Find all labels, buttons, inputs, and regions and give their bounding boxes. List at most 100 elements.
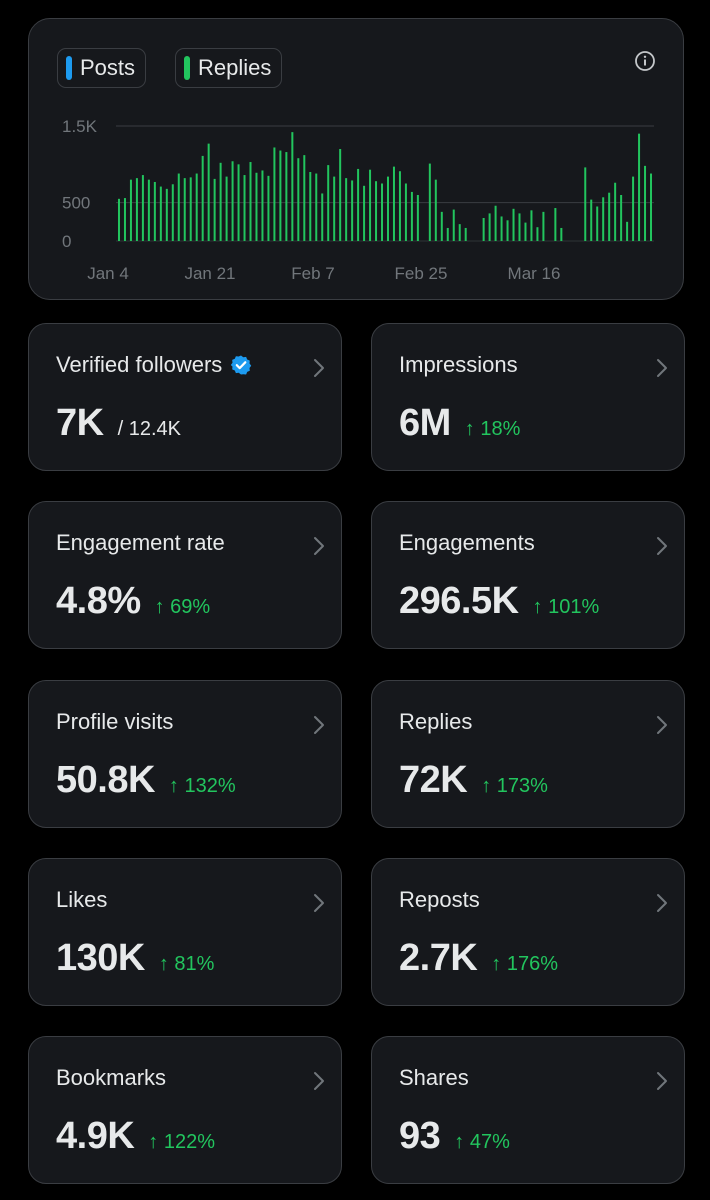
chart-bar [608,192,611,241]
chart-bar [237,164,240,241]
chart-bar [195,173,198,241]
chart-bar [129,179,132,241]
metric-change-percent: ↑ 176% [491,953,558,975]
metric-card-likes[interactable]: Likes 130K ↑ 81% [28,858,342,1006]
metric-value: 4.8% [56,580,141,622]
metric-value-row: 6M ↑ 18% [399,402,520,445]
chevron-right-icon [314,894,324,912]
metric-value: 7K [56,402,104,444]
chart-bar [357,168,360,241]
metric-label-text: Shares [399,1065,469,1090]
chart-bar [530,210,533,241]
chart-bar [249,162,252,241]
chart-bar [363,185,366,241]
info-icon[interactable] [634,50,656,72]
chart-bar [219,162,222,241]
x-tick-label: Jan 4 [87,264,129,283]
chart-bar [315,173,318,241]
metric-value: 4.9K [56,1115,135,1157]
metric-card-replies[interactable]: Replies 72K ↑ 173% [371,680,685,828]
chart-bar [644,165,647,241]
metric-label: Bookmarks [56,1065,166,1091]
metric-value-row: 7K / 12.4K [56,402,181,445]
chart-bar [452,209,455,241]
metric-label: Verified followers [56,352,252,378]
metric-value-row: 2.7K ↑ 176% [399,937,558,980]
chart-bar [213,178,216,241]
chevron-right-icon [314,359,324,377]
x-tick-label: Mar 16 [508,264,561,283]
metric-card-shares[interactable]: Shares 93 ↑ 47% [371,1036,685,1184]
chart-bar [123,198,126,241]
chart-bar [141,175,144,241]
metric-value: 2.7K [399,937,478,979]
metric-value: 296.5K [399,580,519,622]
chart-bar [428,163,431,241]
chart-bar [584,167,587,241]
metric-change-percent: ↑ 101% [532,596,600,618]
chevron-right-icon [657,716,667,734]
chart-bar [333,176,336,241]
chart-bar [446,227,449,241]
chart-bar [225,176,228,241]
metric-change-percent: ↑ 47% [454,1131,510,1153]
x-tick-label: Feb 7 [291,264,334,283]
legend-replies-label: Replies [198,55,272,80]
metric-label: Shares [399,1065,469,1091]
metric-value-row: 72K ↑ 173% [399,759,548,802]
y-tick-label: 1.5K [62,117,98,136]
chart-bar [327,165,330,241]
metric-card-impressions[interactable]: Impressions 6M ↑ 18% [371,323,685,471]
y-tick-label: 0 [62,232,71,251]
chart-bar [500,216,503,241]
metric-card-engagements[interactable]: Engagements 296.5K ↑ 101% [371,501,685,649]
chart-bar [165,188,168,241]
chart-bar [536,227,539,241]
chart-bar [494,205,497,241]
metric-label: Reposts [399,887,480,913]
metric-label: Profile visits [56,709,173,735]
chevron-right-icon [314,1072,324,1090]
chart-bar [542,211,545,241]
chart-bar [309,172,312,241]
metric-card-engagement-rate[interactable]: Engagement rate 4.8% ↑ 69% [28,501,342,649]
metric-label-text: Reposts [399,887,480,912]
chart-bar [602,197,605,241]
chart-bar [524,222,527,241]
metric-card-reposts[interactable]: Reposts 2.7K ↑ 176% [371,858,685,1006]
chart-bar [440,211,443,241]
chart-bar [267,175,270,241]
metric-label-text: Bookmarks [56,1065,167,1090]
chart-bar [554,208,557,241]
chart-bar [614,182,617,241]
chart-bar [512,208,515,241]
legend-posts-toggle[interactable]: Posts [57,48,147,88]
metric-label: Engagements [399,530,535,556]
metric-value-row: 130K ↑ 81% [56,937,214,980]
chart-bar [375,181,378,241]
metric-card-bookmarks[interactable]: Bookmarks 4.9K ↑ 122% [28,1036,342,1184]
chart-bar [177,173,180,241]
chart-bar [381,183,384,241]
chart-bar [369,169,372,241]
chart-bar [416,195,419,241]
chart-bar [404,183,407,241]
legend-replies-toggle[interactable]: Replies [175,48,283,88]
metric-value-row: 4.9K ↑ 122% [56,1115,215,1158]
chart-bar [351,180,354,241]
metric-label: Impressions [399,352,518,378]
chart-bar [321,193,324,241]
bar-chart: 1.5K 500 0 Jan 4 Jan 21 Feb 7 Feb 25 Mar 16 [62,117,654,283]
chart-bar [171,184,174,241]
chart-bar [297,158,300,241]
metric-card-verified-followers[interactable]: Verified followers 7K / 12.4K [28,323,342,471]
chart-bar [392,166,395,241]
chart-bar [153,181,156,241]
chart-bar [261,170,264,241]
metric-total: / 12.4K [117,418,181,440]
metric-card-profile-visits[interactable]: Profile visits 50.8K ↑ 132% [28,680,342,828]
metric-label: Replies [399,709,472,735]
y-tick-label: 500 [62,194,90,213]
metric-label-text: Engagement rate [56,530,225,555]
chart-bar [596,206,599,241]
